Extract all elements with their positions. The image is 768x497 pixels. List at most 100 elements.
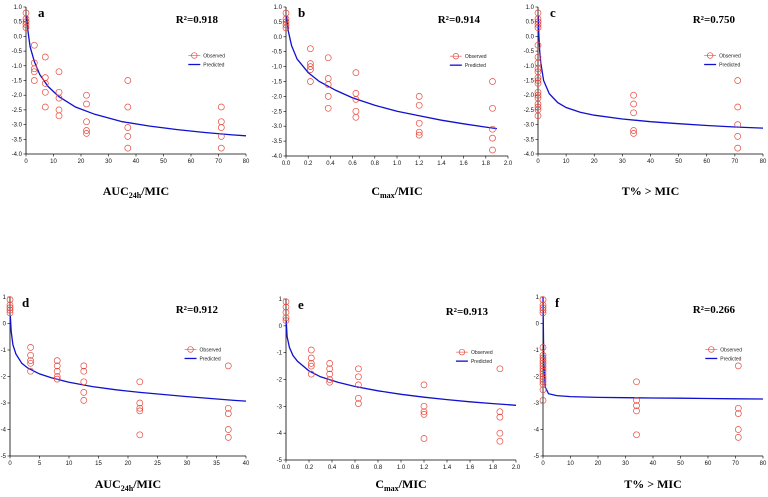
observed-point bbox=[496, 365, 504, 373]
x-tick-label: 0 bbox=[8, 461, 12, 467]
legend-observed-label: Observed bbox=[200, 347, 222, 353]
legend-predicted-label: Predicted bbox=[471, 359, 492, 365]
x-tick-label: 40 bbox=[243, 461, 250, 467]
observed-point bbox=[633, 397, 640, 404]
x-tick-label: 15 bbox=[95, 461, 102, 467]
observed-point bbox=[83, 100, 90, 108]
x-tick-label: 30 bbox=[622, 461, 629, 467]
x-tick-label: 1.0 bbox=[393, 161, 402, 167]
observed-point bbox=[352, 96, 360, 103]
observed-point bbox=[282, 24, 290, 32]
observed-point bbox=[6, 306, 14, 314]
observed-point bbox=[539, 362, 547, 370]
y-tick-label: -2.5 bbox=[272, 109, 283, 115]
x-tick-label: 1.2 bbox=[415, 161, 424, 167]
x-tick-label: 80 bbox=[243, 159, 250, 165]
x-tick-label: 25 bbox=[154, 461, 161, 467]
y-tick-label: 0 bbox=[279, 324, 283, 330]
observed-point bbox=[539, 301, 547, 309]
observed-point bbox=[217, 133, 225, 140]
observed-point bbox=[30, 65, 38, 73]
x-axis-title-rest: /MIC bbox=[132, 477, 161, 491]
observed-point bbox=[124, 133, 132, 140]
y-tick-label: 0.0 bbox=[526, 34, 535, 40]
observed-point bbox=[27, 357, 34, 364]
x-tick-label: 1.4 bbox=[443, 465, 452, 471]
legend-predicted-label: Predicted bbox=[719, 63, 740, 69]
observed-point bbox=[734, 77, 742, 84]
observed-point bbox=[83, 127, 90, 134]
observed-point bbox=[326, 370, 334, 378]
x-tick-label: 1.8 bbox=[482, 161, 491, 167]
observed-point bbox=[534, 41, 542, 49]
y-tick-label: -2.5 bbox=[524, 108, 535, 114]
legend-observed-marker bbox=[187, 346, 194, 353]
x-axis-title-subscript: max bbox=[380, 191, 395, 200]
observed-point bbox=[539, 365, 547, 372]
x-tick-label: 10 bbox=[567, 461, 574, 467]
x-tick-label: 2.0 bbox=[504, 161, 513, 167]
observed-point bbox=[352, 107, 360, 115]
observed-point bbox=[307, 66, 314, 73]
observed-point bbox=[415, 131, 423, 139]
observed-point bbox=[489, 146, 496, 154]
observed-point bbox=[734, 144, 742, 152]
x-axis-title-rest: /MIC bbox=[140, 184, 169, 198]
y-tick-label: 1 bbox=[279, 297, 283, 303]
observed-point bbox=[534, 21, 542, 28]
y-tick-label: -3.5 bbox=[12, 137, 23, 143]
x-tick-label: 1.4 bbox=[437, 161, 446, 167]
observed-point bbox=[282, 314, 290, 322]
observed-point bbox=[224, 434, 232, 441]
legend-predicted-label: Predicted bbox=[200, 356, 221, 362]
x-tick-label: 20 bbox=[78, 159, 85, 165]
x-tick-label: 40 bbox=[133, 159, 140, 165]
y-tick-label: 1 bbox=[536, 295, 540, 301]
observed-point bbox=[534, 80, 542, 87]
observed-point bbox=[496, 413, 504, 421]
y-tick-label: -1.0 bbox=[524, 64, 535, 70]
x-tick-label: 20 bbox=[125, 461, 132, 467]
x-tick-label: 10 bbox=[66, 461, 73, 467]
x-tick-label: 0.6 bbox=[351, 465, 360, 471]
observed-point bbox=[489, 125, 496, 133]
observed-point bbox=[282, 303, 290, 311]
observed-point bbox=[83, 118, 90, 126]
observed-point bbox=[415, 128, 423, 136]
x-tick-label: 0.2 bbox=[305, 465, 314, 471]
observed-point bbox=[534, 103, 542, 111]
x-tick-label: 10 bbox=[50, 159, 57, 165]
y-tick-label: -1.5 bbox=[524, 79, 535, 85]
observed-point bbox=[539, 296, 547, 303]
observed-point bbox=[489, 104, 496, 112]
y-tick-label: -2 bbox=[534, 375, 540, 381]
y-tick-label: -4.0 bbox=[12, 152, 23, 158]
observed-point bbox=[539, 357, 547, 364]
observed-point bbox=[534, 65, 542, 73]
observed-point bbox=[734, 434, 742, 441]
y-tick-label: -4 bbox=[534, 428, 540, 434]
x-tick-label: 0.8 bbox=[374, 465, 383, 471]
x-axis-title: T% > MIC bbox=[624, 477, 682, 491]
observed-point bbox=[55, 68, 63, 76]
observed-point bbox=[80, 362, 88, 370]
x-tick-label: 1.8 bbox=[489, 465, 498, 471]
observed-point bbox=[534, 77, 542, 84]
x-axis-title: AUC24h/MIC bbox=[95, 477, 161, 493]
observed-point bbox=[41, 103, 49, 111]
y-tick-label: -3.0 bbox=[524, 123, 535, 129]
observed-point bbox=[420, 381, 428, 389]
observed-point bbox=[496, 429, 504, 437]
legend-predicted-label: Predicted bbox=[203, 63, 224, 69]
y-tick-label: 0 bbox=[536, 322, 540, 328]
observed-point bbox=[307, 370, 315, 378]
observed-point bbox=[534, 91, 542, 99]
observed-point bbox=[282, 309, 290, 316]
observed-point bbox=[224, 404, 232, 412]
y-tick-label: 0.5 bbox=[14, 20, 23, 26]
observed-point bbox=[307, 63, 314, 70]
y-tick-label: 1.0 bbox=[14, 5, 23, 11]
x-tick-label: 0.0 bbox=[282, 465, 291, 471]
x-tick-label: 0.2 bbox=[304, 161, 313, 167]
y-tick-label: -1.5 bbox=[272, 80, 283, 86]
